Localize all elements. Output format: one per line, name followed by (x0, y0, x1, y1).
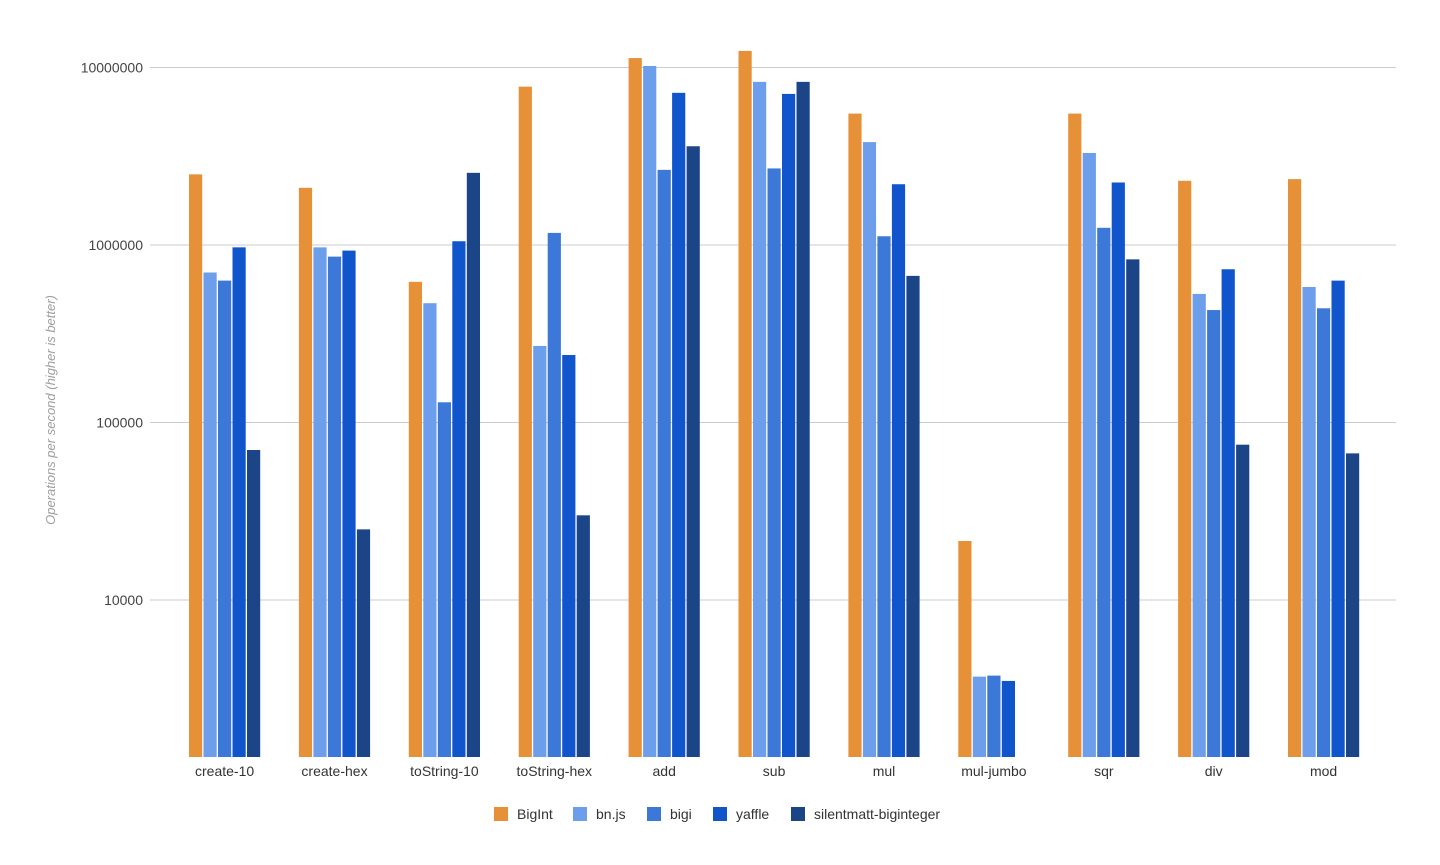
bars (189, 50, 1360, 758)
x-axis-ticks: create-10 create-hex toString-10 toString-h… (195, 763, 1337, 779)
bar (987, 675, 1001, 757)
y-axis-ticks: 10000 100000 1000000 10000000 (81, 60, 144, 609)
bar (327, 256, 342, 757)
x-tick-label: add (653, 763, 676, 779)
legend-swatch (713, 807, 727, 821)
bar (1126, 259, 1140, 757)
bar (643, 65, 657, 758)
bar (862, 142, 877, 758)
x-tick-label: sub (763, 763, 786, 779)
bar (423, 303, 437, 757)
bar (547, 232, 561, 758)
bar (891, 184, 906, 757)
legend-label: bn.js (596, 806, 626, 822)
bar (1302, 286, 1316, 757)
legend: BigInt bn.js bigi yaffle silentmatt-biginteg… (494, 806, 940, 822)
bar (1288, 179, 1302, 758)
y-axis-label: Operations per second (higher is better) (43, 295, 58, 525)
bar (1317, 308, 1331, 757)
bar (1346, 453, 1360, 757)
bar (356, 529, 371, 757)
bar (342, 250, 356, 757)
bar (877, 236, 891, 757)
bar (657, 169, 671, 758)
x-tick-label: create-hex (301, 763, 367, 779)
bar (1331, 280, 1345, 757)
bar (247, 449, 261, 757)
bar (1111, 182, 1125, 757)
y-tick-label: 1000000 (88, 237, 143, 253)
bar (738, 50, 752, 757)
bar (972, 676, 986, 757)
legend-swatch (573, 807, 587, 821)
legend-swatch (791, 807, 805, 821)
bar (1178, 180, 1192, 757)
x-tick-label: mul (873, 763, 896, 779)
bar (767, 168, 781, 758)
bar (1097, 227, 1111, 758)
x-tick-label: toString-10 (410, 763, 479, 779)
x-tick-label: sqr (1094, 763, 1114, 779)
legend-label: yaffle (736, 806, 769, 822)
y-tick-label: 10000000 (81, 60, 144, 76)
bar (437, 402, 451, 757)
bar (466, 172, 480, 757)
bar (189, 174, 203, 757)
bar (958, 540, 972, 757)
bar (232, 247, 246, 757)
y-tick-label: 10000 (104, 592, 143, 608)
bar (408, 281, 422, 757)
bar (628, 58, 642, 758)
bar (1001, 680, 1015, 757)
x-tick-label: div (1205, 763, 1223, 779)
bar (576, 515, 590, 757)
legend-label: BigInt (517, 806, 553, 822)
bar (1082, 152, 1096, 758)
bar (1221, 269, 1235, 757)
bar (1192, 293, 1206, 757)
legend-label: bigi (670, 806, 692, 822)
bar (313, 247, 327, 757)
y-tick-label: 100000 (96, 415, 143, 431)
bar (796, 81, 810, 757)
bar (218, 280, 232, 757)
bar (298, 187, 313, 757)
bar (203, 272, 217, 757)
bar (753, 81, 767, 757)
bar (1207, 310, 1221, 757)
bar (782, 93, 796, 758)
bar (562, 355, 576, 757)
bar (1068, 113, 1082, 757)
x-tick-label: mul-jumbo (961, 763, 1027, 779)
legend-label: silentmatt-biginteger (814, 806, 940, 822)
bar (848, 113, 862, 757)
bar (1236, 444, 1250, 757)
bar (533, 345, 547, 757)
legend-swatch (647, 807, 661, 821)
bar (686, 146, 700, 758)
x-tick-label: create-10 (195, 763, 254, 779)
legend-swatch (494, 807, 508, 821)
x-tick-label: mod (1310, 763, 1337, 779)
bar (518, 86, 532, 758)
bar (672, 92, 686, 757)
bar (452, 241, 466, 758)
x-tick-label: toString-hex (517, 763, 592, 779)
bar (906, 275, 920, 757)
